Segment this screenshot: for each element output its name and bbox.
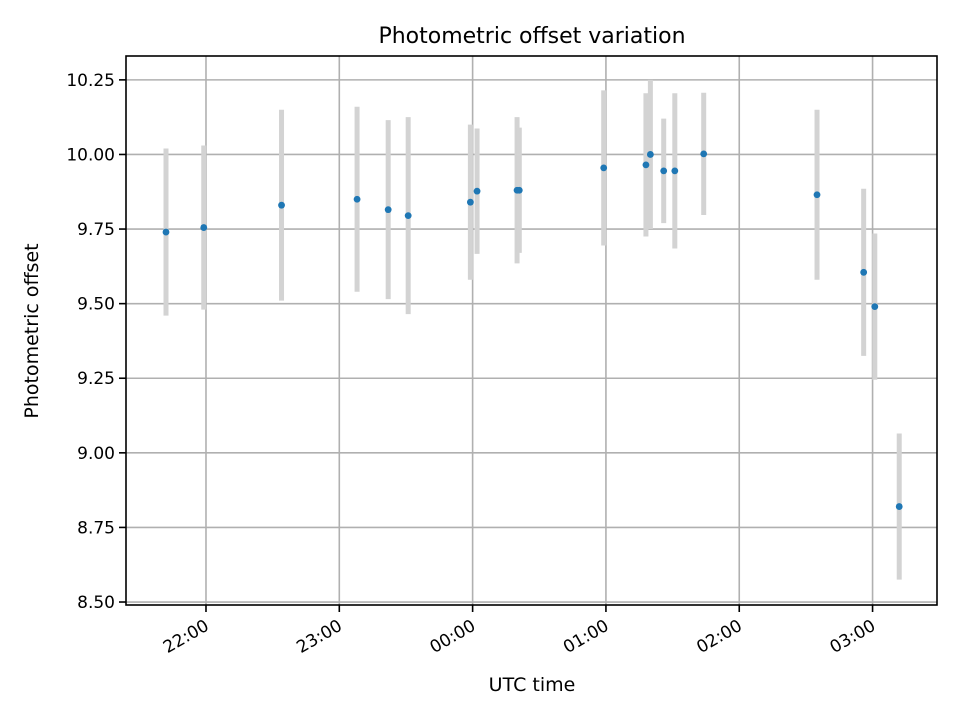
data-point [278,201,285,209]
x-axis-label: UTC time [489,674,576,696]
y-tick-label: 10.25 [66,71,115,91]
data-point [671,167,679,175]
data-point [200,224,208,231]
y-axis-ticks: 8.50 8.75 9.00 9.25 9.50 9.75 10.00 10.25 [66,71,126,613]
y-tick-label: 9.00 [77,444,115,464]
data-point [473,187,481,195]
data-point [813,191,821,199]
data-point [871,303,879,311]
data-point [860,268,868,276]
data-point [646,151,654,158]
x-tick-label: 22:00 [160,616,212,658]
data-point [700,150,708,158]
x-tick-label: 02:00 [693,616,745,658]
data-point-layer [162,150,903,510]
data-point [660,167,668,175]
y-tick-label: 8.75 [77,518,115,538]
data-point [466,198,474,206]
data-point [384,206,392,214]
chart-title: Photometric offset variation [378,24,685,49]
y-tick-label: 8.50 [77,593,115,613]
y-tick-label: 9.50 [77,295,115,315]
y-tick-label: 9.75 [77,220,115,240]
data-point [642,161,650,169]
x-tick-label: 00:00 [427,616,479,658]
x-tick-label: 23:00 [293,616,345,658]
data-point [515,186,523,194]
x-tick-label: 01:00 [560,616,612,658]
data-point [404,212,412,220]
data-point [162,228,170,236]
data-point [600,164,608,172]
data-point [353,195,361,203]
x-tick-label: 03:00 [827,616,879,658]
x-axis-ticks: 22:00 23:00 00:00 01:00 02:00 03:00 [160,605,879,658]
y-tick-label: 10.00 [66,145,115,165]
plot-frame [125,55,938,606]
y-axis-label: Photometric offset [21,243,43,418]
y-tick-label: 9.25 [77,369,115,389]
data-point [895,503,903,510]
